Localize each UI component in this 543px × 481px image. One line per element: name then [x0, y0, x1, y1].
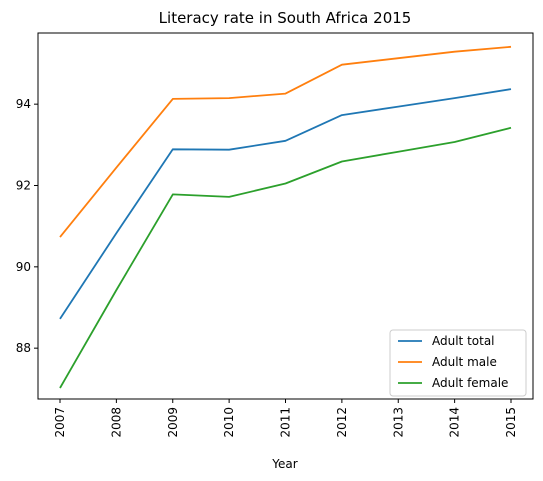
x-tick-label: 2010: [222, 407, 236, 438]
x-axis: 2007 2008 2009 2010 2011 2012 2013 2014 2015: [53, 399, 518, 438]
x-tick-label: 2011: [279, 407, 293, 438]
legend-box: [389, 329, 527, 397]
x-tick-label: 2008: [109, 407, 123, 438]
y-tick-label: 90: [16, 260, 31, 274]
legend-label: Adult total: [432, 334, 495, 348]
chart-title: Literacy rate in South Africa 2015: [159, 9, 412, 27]
series-line-adult-male: [59, 45, 512, 238]
x-tick-label: 2009: [166, 407, 180, 438]
legend-label: Adult male: [432, 355, 497, 369]
x-tick-label: 2013: [391, 407, 405, 438]
legend: Adult total Adult male Adult female: [389, 329, 527, 397]
y-tick-label: 88: [16, 341, 31, 355]
series-line-adult-total: [59, 88, 512, 320]
y-axis: 88 90 92 94: [16, 97, 38, 355]
x-tick-label: 2014: [448, 407, 462, 438]
x-tick-label: 2007: [53, 407, 67, 438]
legend-label: Adult female: [432, 376, 508, 390]
series-line-adult-female: [59, 126, 512, 389]
series-lines: [59, 45, 512, 389]
x-tick-label: 2015: [504, 407, 518, 438]
y-tick-label: 94: [16, 97, 31, 111]
y-tick-label: 92: [16, 179, 31, 193]
x-tick-label: 2012: [335, 407, 349, 438]
x-axis-label: Year: [271, 457, 297, 471]
